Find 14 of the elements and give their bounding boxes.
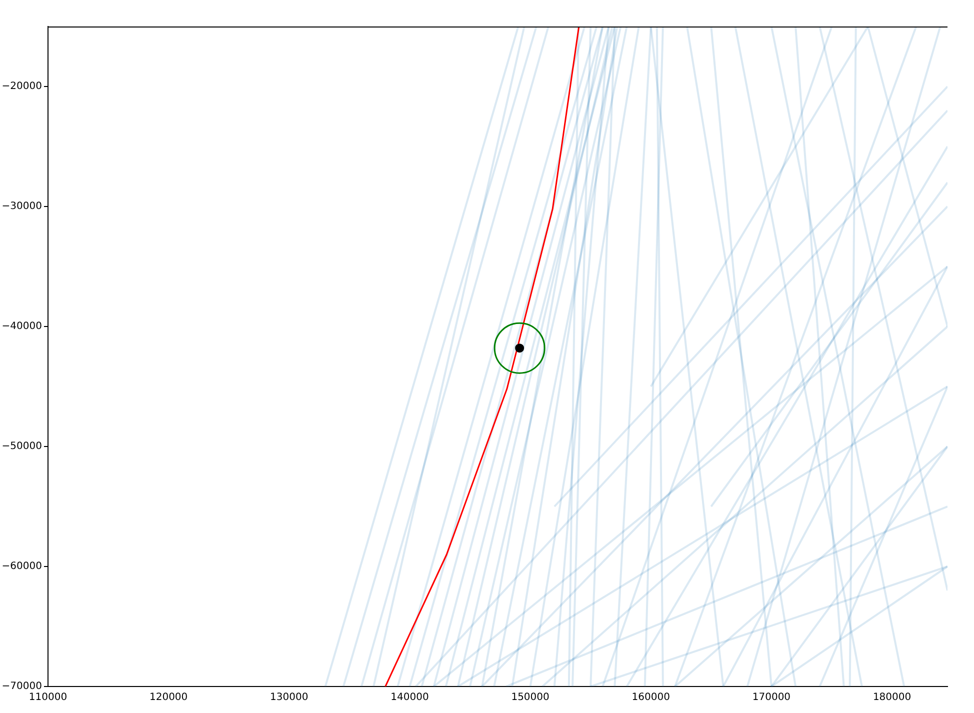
- x-tick-label: 140000: [390, 692, 429, 704]
- x-tick-label: 180000: [872, 692, 912, 704]
- x-tick-label: 170000: [752, 692, 791, 704]
- x-tick-label: 150000: [511, 692, 550, 704]
- y-tick-label: −50000: [2, 441, 42, 452]
- x-tick-label: 110000: [28, 692, 68, 704]
- x-tick-label: 160000: [632, 692, 670, 704]
- x-tick-label: 130000: [270, 692, 308, 704]
- y-tick-label: −60000: [2, 561, 42, 572]
- x-tick-label: 120000: [149, 692, 188, 704]
- y-tick-label: −40000: [2, 321, 42, 332]
- y-tick-label: −70000: [2, 681, 42, 692]
- y-tick-label: −20000: [2, 81, 42, 92]
- y-tick-label: −30000: [2, 201, 42, 212]
